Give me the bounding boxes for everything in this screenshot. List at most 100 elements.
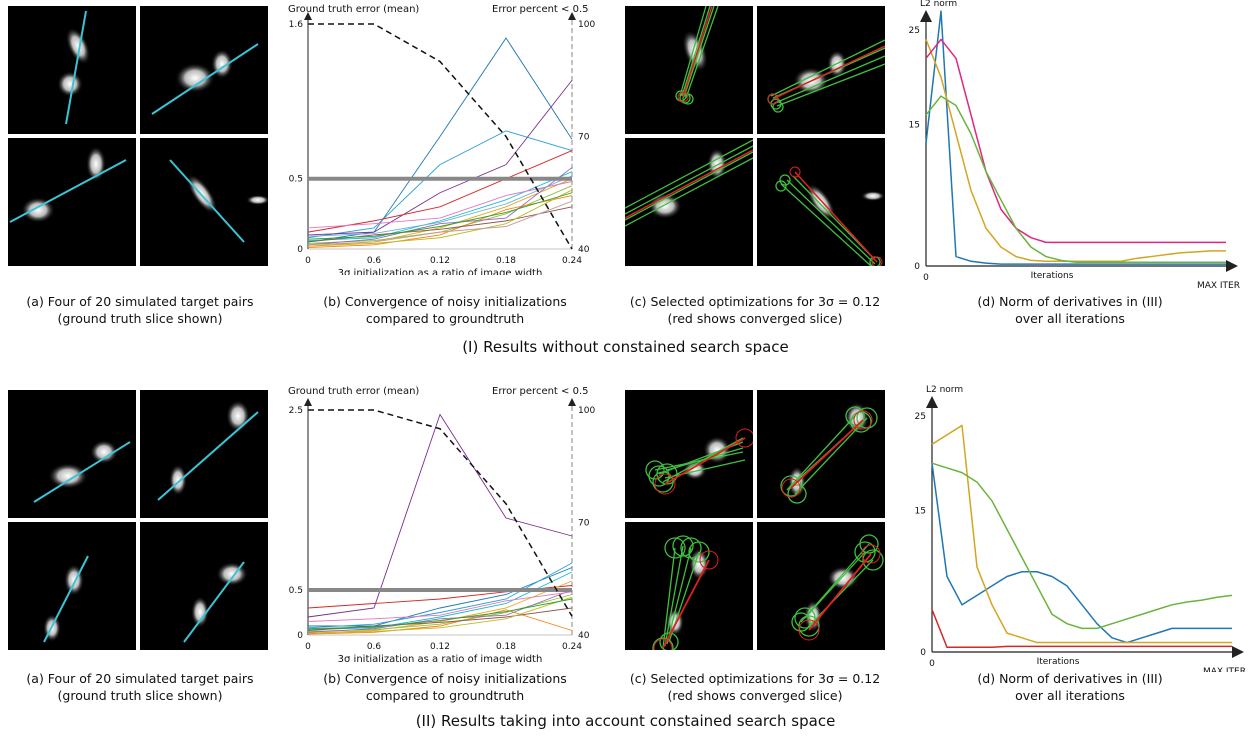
target-pair-tile bbox=[140, 138, 268, 266]
series-line bbox=[307, 79, 573, 236]
x-tick-label: 0 bbox=[305, 642, 311, 652]
caption-line: (c) Selected optimizations for 3σ = 0.12 bbox=[629, 671, 881, 686]
y-tick-label: 25 bbox=[909, 26, 920, 36]
y-axis-label: Ground truth error (mean) bbox=[288, 4, 419, 15]
optimization-tile bbox=[625, 6, 753, 134]
derivative-norm-chart: L2 norm 0 15 25 0 Iterations MAX ITER bbox=[909, 0, 1240, 290]
y2-tick-label: 70 bbox=[578, 133, 590, 143]
caption-line: (red shows converged slice) bbox=[667, 688, 843, 703]
series-line bbox=[307, 37, 573, 243]
series-line bbox=[307, 167, 573, 246]
y-tick-label: 1.6 bbox=[289, 20, 304, 30]
y-tick-label: 0.5 bbox=[289, 175, 303, 185]
series-line bbox=[307, 206, 573, 243]
y-tick-label: 0 bbox=[920, 648, 926, 658]
y-tick-label: 15 bbox=[915, 506, 926, 516]
series-line bbox=[307, 591, 573, 622]
optimization-tile bbox=[757, 390, 885, 518]
caption-d: (d) Norm of derivatives in (III) over al… bbox=[925, 670, 1215, 704]
optimization-tile bbox=[757, 522, 885, 650]
optimization-tile bbox=[757, 6, 885, 134]
y-tick-label: 0 bbox=[297, 245, 303, 255]
series-line bbox=[931, 462, 1233, 630]
caption-c: (c) Selected optimizations for 3σ = 0.12… bbox=[610, 293, 900, 327]
series-line bbox=[931, 463, 1232, 644]
y-tick-label: 0.5 bbox=[289, 586, 303, 596]
caption-line: (ground truth slice shown) bbox=[57, 311, 223, 326]
caption-line: (a) Four of 20 simulated target pairs bbox=[26, 671, 254, 686]
series-line bbox=[307, 200, 573, 246]
y2-tick-label: 40 bbox=[578, 631, 590, 641]
y-tick-label: 25 bbox=[915, 412, 926, 422]
caption-line: (b) Convergence of noisy initializations bbox=[323, 671, 567, 686]
series-line bbox=[307, 562, 573, 629]
caption-line: over all iterations bbox=[1015, 688, 1125, 703]
arrow-head bbox=[568, 12, 576, 20]
y2-tick-label: 100 bbox=[578, 20, 595, 30]
series-line bbox=[308, 567, 573, 627]
optimization-tile bbox=[757, 138, 885, 266]
arrow-head bbox=[920, 10, 932, 22]
arrow-head bbox=[1232, 646, 1244, 658]
y2-tick-label: 40 bbox=[578, 245, 590, 255]
series-line bbox=[307, 195, 573, 249]
caption-line: (red shows converged slice) bbox=[667, 311, 843, 326]
arrow-head bbox=[926, 396, 938, 408]
arrow-head bbox=[304, 12, 312, 20]
convergence-chart: Ground truth error (mean) Error percent <… bbox=[288, 386, 595, 665]
series-line bbox=[307, 150, 573, 233]
x-tick-label: 0 bbox=[929, 659, 935, 669]
target-pair-tile bbox=[8, 138, 136, 266]
caption-a: (a) Four of 20 simulated target pairs (g… bbox=[0, 293, 280, 327]
optimization-tile bbox=[625, 522, 753, 650]
x-tick-label: 0.18 bbox=[496, 256, 516, 266]
y-axis-label: L2 norm bbox=[926, 385, 963, 395]
series-line bbox=[925, 10, 1226, 265]
error-percent-line bbox=[308, 409, 573, 617]
caption-c: (c) Selected optimizations for 3σ = 0.12… bbox=[610, 670, 900, 704]
series-line bbox=[307, 596, 573, 634]
optimization-tile bbox=[625, 138, 753, 266]
series-line bbox=[307, 189, 573, 247]
caption-line: (d) Norm of derivatives in (III) bbox=[977, 671, 1163, 686]
y2-tick-label: 70 bbox=[578, 519, 590, 529]
x-tick-label: 0.18 bbox=[496, 642, 516, 652]
x-end-label: MAX ITER bbox=[1203, 667, 1246, 672]
x-tick-label: 0.24 bbox=[562, 642, 582, 652]
x-axis-label: Iterations bbox=[1031, 271, 1074, 281]
y-tick-label: 2.5 bbox=[289, 406, 303, 416]
series-line bbox=[931, 609, 1232, 649]
x-tick-label: 0.12 bbox=[430, 256, 450, 266]
caption-line: (b) Convergence of noisy initializations bbox=[323, 294, 567, 309]
target-pair-tile bbox=[140, 6, 268, 134]
x-tick-label: 0.24 bbox=[562, 256, 582, 266]
series-line bbox=[307, 580, 573, 634]
caption-line: over all iterations bbox=[1015, 311, 1125, 326]
y2-axis-label: Error percent < 0.5 bbox=[492, 386, 589, 397]
convergence-chart: Ground truth error (mean) Error percent <… bbox=[288, 4, 595, 275]
series-line bbox=[307, 130, 573, 239]
series-line bbox=[307, 413, 573, 618]
target-pair-tile bbox=[8, 390, 136, 518]
series-line bbox=[307, 609, 573, 635]
caption-line: (ground truth slice shown) bbox=[57, 688, 223, 703]
series-line bbox=[307, 181, 573, 229]
caption-line: compared to groundtruth bbox=[365, 688, 525, 703]
caption-line: (a) Four of 20 simulated target pairs bbox=[26, 294, 254, 309]
x-tick-label: 0 bbox=[305, 256, 311, 266]
series-line bbox=[925, 38, 1226, 244]
arrow-head bbox=[1226, 260, 1238, 272]
x-axis-label: Iterations bbox=[1037, 657, 1080, 667]
arrow-head bbox=[568, 398, 576, 406]
target-pair-tile bbox=[8, 522, 136, 650]
caption-line: compared to groundtruth bbox=[365, 311, 525, 326]
series-line bbox=[307, 571, 573, 631]
caption-line: (d) Norm of derivatives in (III) bbox=[977, 294, 1163, 309]
series-line bbox=[925, 39, 1226, 263]
target-pair-tile bbox=[8, 6, 136, 134]
x-tick-label: 0.12 bbox=[430, 642, 450, 652]
series-line bbox=[307, 589, 573, 633]
arrow-head bbox=[304, 398, 312, 406]
x-tick-label: 0 bbox=[923, 273, 929, 283]
x-tick-label: 0.6 bbox=[367, 256, 382, 266]
